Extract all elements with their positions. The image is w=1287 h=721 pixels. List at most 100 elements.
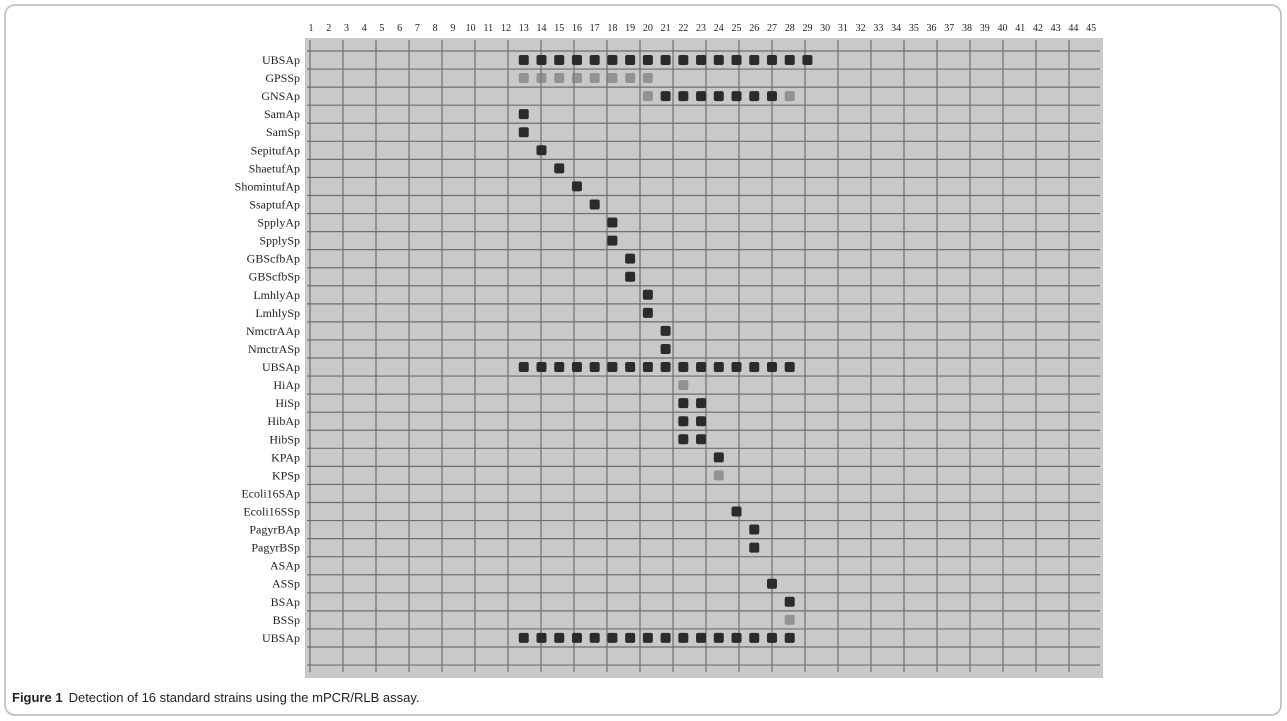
caption: Figure 1 Detection of 16 standard strains… xyxy=(12,690,420,705)
signal-spot xyxy=(696,362,707,373)
signal-spot xyxy=(678,416,689,427)
column-label: 2 xyxy=(326,23,331,34)
column-label: 25 xyxy=(732,23,742,34)
row-label: ASSp xyxy=(272,577,300,591)
signal-spot xyxy=(625,271,636,282)
signal-spot xyxy=(607,73,618,84)
column-label: 24 xyxy=(714,23,724,34)
signal-spot xyxy=(731,362,742,373)
row-label: NmctrASp xyxy=(248,342,300,356)
column-label: 43 xyxy=(1051,23,1061,34)
column-label: 27 xyxy=(767,23,777,34)
row-label: BSAp xyxy=(271,595,300,609)
column-label: 12 xyxy=(501,23,511,34)
signal-spot xyxy=(554,73,565,84)
signal-spot xyxy=(518,73,529,84)
row-label: HiAp xyxy=(273,378,300,392)
signal-spot xyxy=(571,55,582,65)
column-label: 6 xyxy=(397,23,402,34)
signal-spot xyxy=(642,91,653,102)
column-label: 33 xyxy=(873,23,883,34)
column-label: 22 xyxy=(678,23,688,34)
signal-spot xyxy=(749,542,760,553)
row-label: PagyrBSp xyxy=(251,541,300,555)
column-label: 5 xyxy=(379,23,384,34)
column-label: 7 xyxy=(415,23,420,34)
column-label: 19 xyxy=(625,23,635,34)
signal-spot xyxy=(660,325,671,336)
signal-spot xyxy=(678,632,689,643)
column-label: 8 xyxy=(433,23,438,34)
row-label: BSSp xyxy=(273,613,300,627)
signal-spot xyxy=(678,55,689,65)
signal-spot xyxy=(625,55,636,65)
signal-spot xyxy=(784,55,795,65)
signal-spot xyxy=(518,109,529,120)
signal-spot xyxy=(518,55,529,65)
signal-spot xyxy=(571,73,582,84)
signal-spot xyxy=(713,452,724,463)
column-label: 28 xyxy=(785,23,795,34)
column-label: 38 xyxy=(962,23,972,34)
signal-spot xyxy=(696,434,707,445)
signal-spot xyxy=(536,145,547,156)
signal-spot xyxy=(625,253,636,264)
signal-spot xyxy=(678,434,689,445)
row-label: SpplyAp xyxy=(257,216,300,230)
signal-spot xyxy=(713,362,724,373)
blot-grid xyxy=(307,40,1100,672)
signal-spot xyxy=(713,470,724,481)
row-label: LmhlySp xyxy=(255,306,300,320)
column-label: 20 xyxy=(643,23,653,34)
column-label: 30 xyxy=(820,23,830,34)
column-label: 32 xyxy=(856,23,866,34)
signal-spot xyxy=(607,632,618,643)
signal-spot xyxy=(571,632,582,643)
column-label: 34 xyxy=(891,23,901,34)
signal-spot xyxy=(642,632,653,643)
column-label: 15 xyxy=(554,23,564,34)
caption-text: Detection of 16 standard strains using t… xyxy=(69,690,420,705)
signal-spot xyxy=(784,614,795,625)
column-label: 35 xyxy=(909,23,919,34)
signal-spot xyxy=(696,91,707,102)
signal-spot xyxy=(518,632,529,643)
row-label: ASAp xyxy=(270,559,300,573)
column-label: 11 xyxy=(483,23,493,34)
signal-spot xyxy=(571,362,582,373)
row-label: Ecoli16SSp xyxy=(243,505,300,519)
row-label: SamAp xyxy=(264,107,300,121)
signal-spot xyxy=(766,362,777,373)
signal-spot xyxy=(536,632,547,643)
signal-spot xyxy=(607,362,618,373)
row-label: SpplySp xyxy=(259,234,300,248)
signal-spot xyxy=(678,91,689,102)
signal-spot xyxy=(536,73,547,84)
signal-spot xyxy=(802,55,813,65)
row-label: PagyrBAp xyxy=(249,523,300,537)
signal-spot xyxy=(607,235,618,246)
signal-spot xyxy=(731,632,742,643)
signal-spot xyxy=(784,91,795,102)
row-label: GPSSp xyxy=(265,71,300,85)
signal-spot xyxy=(696,632,707,643)
signal-spot xyxy=(625,362,636,373)
column-label: 9 xyxy=(450,23,455,34)
signal-spot xyxy=(696,398,707,409)
column-label: 21 xyxy=(661,23,671,34)
signal-spot xyxy=(731,91,742,102)
row-label: SsaptufAp xyxy=(249,197,300,211)
signal-spot xyxy=(607,217,618,228)
column-label: 3 xyxy=(344,23,349,34)
row-label: KPSp xyxy=(272,468,300,482)
signal-spot xyxy=(749,91,760,102)
column-label: 14 xyxy=(536,23,546,34)
signal-spot xyxy=(642,307,653,318)
signal-spot xyxy=(554,163,565,174)
row-label: NmctrAAp xyxy=(246,324,300,338)
signal-spot xyxy=(625,632,636,643)
signal-spot xyxy=(554,55,565,65)
signal-spot xyxy=(713,91,724,102)
signal-spot xyxy=(766,91,777,102)
labels: 1 2 3 4 5 6 7 8 9 10 11 12 13 14 15 16 17 18 19 20 21 22 23 24 2… xyxy=(235,23,1096,645)
